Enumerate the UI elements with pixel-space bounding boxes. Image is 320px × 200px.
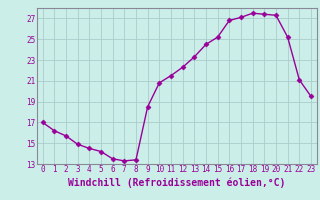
X-axis label: Windchill (Refroidissement éolien,°C): Windchill (Refroidissement éolien,°C)	[68, 177, 285, 188]
